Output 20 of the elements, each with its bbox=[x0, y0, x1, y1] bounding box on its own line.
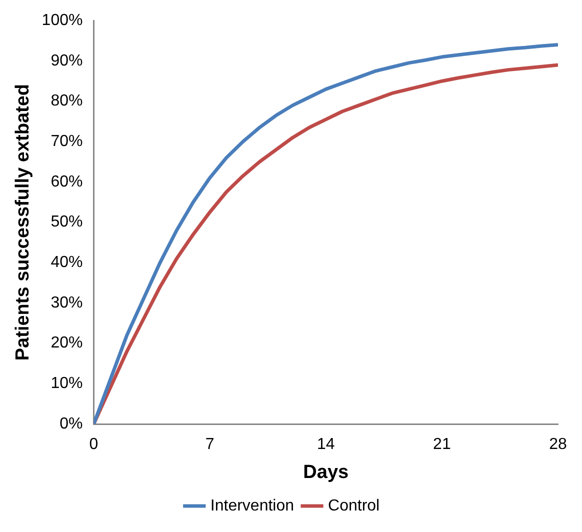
y-tick-label: 100% bbox=[42, 12, 83, 30]
y-tick-label: 0% bbox=[60, 415, 83, 432]
y-tick-label: 80% bbox=[50, 92, 83, 110]
legend-label: Intervention bbox=[210, 497, 294, 514]
x-tick-label: 0 bbox=[89, 436, 98, 454]
y-tick-label: 40% bbox=[50, 254, 83, 272]
x-tick-label: 14 bbox=[316, 436, 335, 454]
y-tick-label: 50% bbox=[50, 214, 83, 231]
y-tick-label: 10% bbox=[50, 375, 83, 392]
y-tick-label: 70% bbox=[50, 133, 83, 150]
y-axis-title: Patients successfully extbated bbox=[12, 84, 34, 361]
y-tick-label: 30% bbox=[50, 294, 83, 312]
x-axis-title: Days bbox=[303, 462, 349, 483]
x-tick-label: 21 bbox=[433, 436, 451, 454]
y-tick-label: 90% bbox=[50, 52, 83, 70]
y-tick-label: 20% bbox=[50, 334, 83, 352]
x-tick-label: 28 bbox=[549, 436, 567, 454]
x-tick-label: 7 bbox=[205, 436, 214, 454]
legend-label: Control bbox=[328, 497, 380, 514]
y-tick-label: 60% bbox=[50, 173, 83, 190]
